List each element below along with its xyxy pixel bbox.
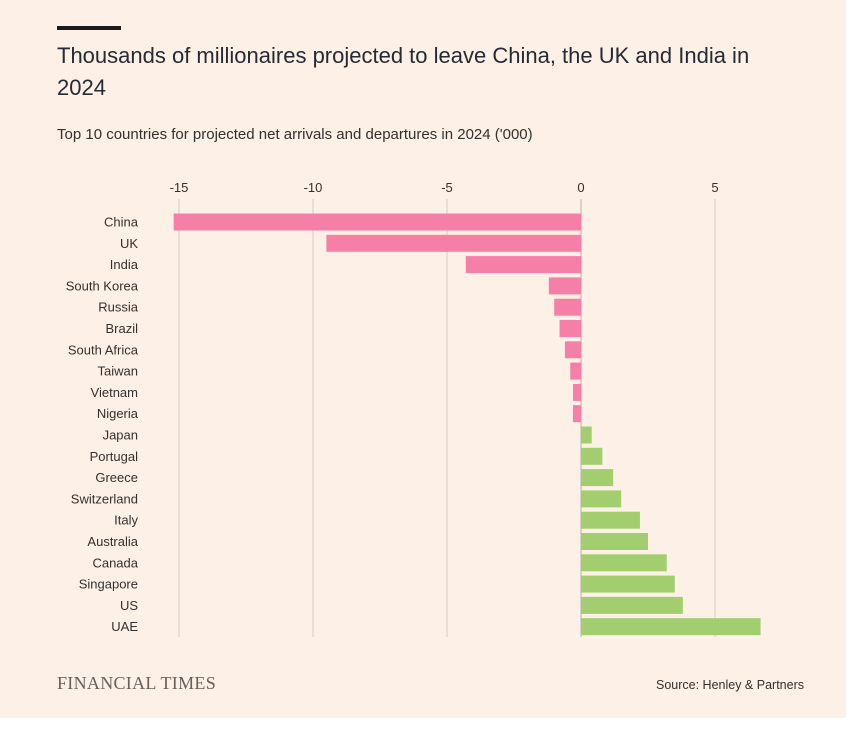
x-tick-label: -10 xyxy=(304,180,323,195)
bar xyxy=(570,362,581,380)
bar xyxy=(465,256,581,274)
category-label: Russia xyxy=(98,300,139,315)
category-label: Switzerland xyxy=(71,491,138,506)
source-note: Source: Henley & Partners xyxy=(656,678,804,692)
bar xyxy=(581,618,761,636)
header-rule xyxy=(57,26,121,30)
category-label: US xyxy=(120,598,138,613)
x-tick-label: -15 xyxy=(170,180,189,195)
bar xyxy=(581,554,667,572)
category-label: Italy xyxy=(114,513,138,528)
bar xyxy=(581,596,683,614)
bar xyxy=(581,426,592,444)
bar xyxy=(554,298,581,316)
category-label: Taiwan xyxy=(98,364,138,379)
bar xyxy=(581,490,622,508)
x-tick-label: 0 xyxy=(577,180,584,195)
category-label: Greece xyxy=(95,470,138,485)
category-label: Japan xyxy=(103,428,138,443)
bar xyxy=(572,383,581,401)
category-label: South Africa xyxy=(68,342,139,357)
category-label: UAE xyxy=(111,619,138,634)
category-label: China xyxy=(104,215,139,230)
financial-times-logo: FINANCIAL TIMES xyxy=(57,673,217,693)
bar xyxy=(581,447,603,465)
chart-title: Thousands of millionaires projected to l… xyxy=(57,43,750,100)
bar xyxy=(581,533,648,550)
bar xyxy=(548,277,581,295)
chart-panel xyxy=(0,0,846,718)
category-label: Brazil xyxy=(105,321,138,336)
category-label: India xyxy=(110,257,139,272)
x-tick-label: -5 xyxy=(441,180,453,195)
bar xyxy=(581,575,675,593)
chart-subtitle: Top 10 countries for projected net arriv… xyxy=(57,126,533,143)
category-label: Australia xyxy=(87,534,138,549)
category-label: Canada xyxy=(92,555,138,570)
category-label: Nigeria xyxy=(97,406,139,421)
bar xyxy=(581,469,614,487)
bar xyxy=(173,213,581,231)
bar xyxy=(572,405,581,423)
category-label: South Korea xyxy=(66,278,139,293)
category-label: UK xyxy=(120,236,138,251)
bar xyxy=(581,511,640,529)
bar xyxy=(564,341,581,359)
category-label: Singapore xyxy=(79,577,138,592)
category-label: Portugal xyxy=(90,449,139,464)
bar xyxy=(559,320,581,337)
x-tick-label: 5 xyxy=(711,180,718,195)
category-label: Vietnam xyxy=(91,385,138,400)
bar xyxy=(326,234,581,252)
